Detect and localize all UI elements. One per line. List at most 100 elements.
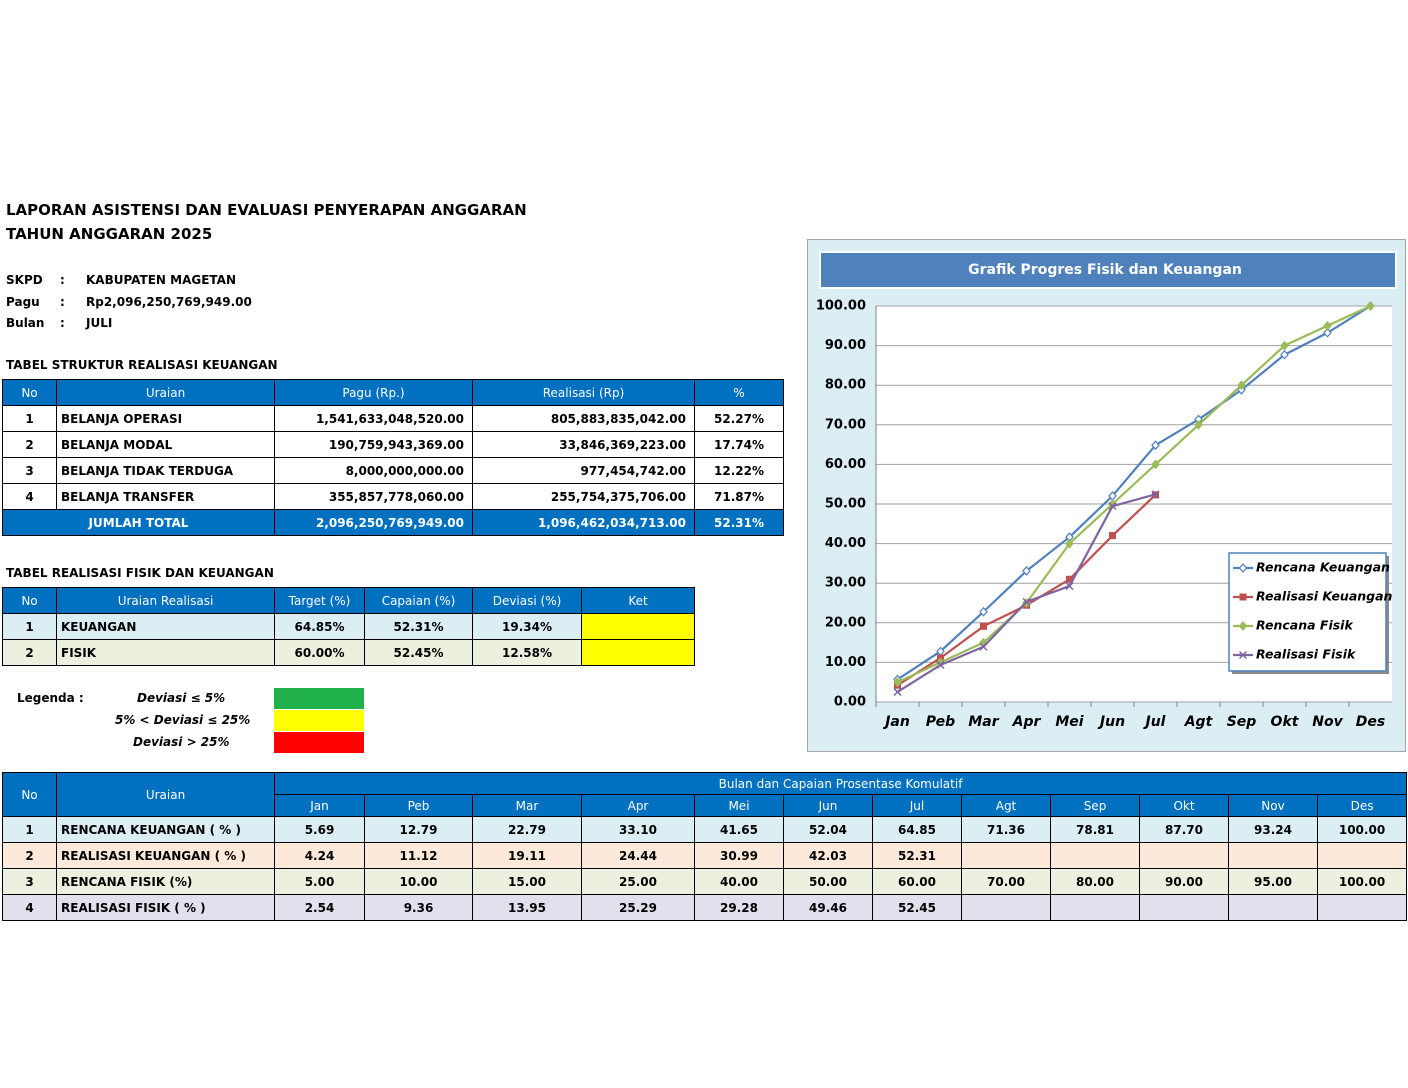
x-tick-label: Apr (1012, 714, 1042, 730)
empty-cell (1228, 842, 1318, 869)
legend-swatch (274, 710, 364, 731)
legend-entry: Rencana Keuangan (1256, 560, 1390, 575)
cell: 2 (2, 639, 57, 666)
cell: 50.00 (783, 868, 873, 895)
legend-entry: Realisasi Keuangan (1256, 589, 1393, 604)
month-row: Jan Peb Mar Apr Mei Jun Jul Agt Sep Okt Nov Des (3, 794, 1408, 817)
legend-label: Legenda : (17, 691, 84, 705)
y-tick-label: 10.00 (825, 655, 866, 670)
legend-swatch (274, 688, 364, 709)
cell: 13.95 (472, 894, 582, 921)
y-tick-label: 100.00 (816, 299, 866, 314)
empty-cell (1139, 842, 1229, 869)
row: 1 RENCANA KEUANGAN ( % ) 5.69 12.79 22.79 33.… (2, 816, 1408, 843)
cell: BELANJA TIDAK TERDUGA (56, 457, 275, 484)
cell: KEUANGAN (56, 613, 275, 640)
group-header: Bulan dan Capaian Prosentase Komulatif (273, 772, 1408, 795)
cell: 4 (2, 894, 57, 921)
month-header: Mar (472, 794, 582, 817)
month-header: Jan (274, 794, 365, 817)
row: 2 FISIK 60.00% 52.45% 12.58% (2, 639, 695, 666)
cell: 1 (2, 816, 57, 843)
info-value: JULI (86, 316, 113, 330)
cell: 1 (2, 613, 57, 640)
header-cell: Uraian (56, 772, 275, 817)
header-cell: Target (%) (274, 587, 365, 614)
info-label: SKPD (6, 273, 43, 287)
x-tick-label: Jan (882, 714, 910, 730)
cell: 4.24 (274, 842, 365, 869)
cell: 15.00 (472, 868, 582, 895)
cell: 70.00 (961, 868, 1051, 895)
cell: 11.12 (364, 842, 473, 869)
header-row: No Uraian Realisasi Target (%) Capaian (%) D… (2, 587, 695, 614)
table-caption: TABEL REALISASI FISIK DAN KEUANGAN (6, 566, 274, 580)
header-cell: No (2, 587, 57, 614)
cell: 1,541,633,048,520.00 (274, 405, 473, 432)
header-cell: Uraian Realisasi (56, 587, 275, 614)
x-tick-label: Okt (1271, 714, 1300, 730)
cell: 19.11 (472, 842, 582, 869)
y-tick-label: 70.00 (825, 417, 866, 432)
cell: 90.00 (1139, 868, 1229, 895)
cell: 71.36 (961, 816, 1051, 843)
cell: 52.31% (364, 613, 473, 640)
x-tick-label: Sep (1227, 714, 1257, 730)
ket-cell (581, 613, 695, 640)
x-tick-label: Nov (1312, 714, 1343, 730)
cell: 78.81 (1050, 816, 1140, 843)
realization-table: No Uraian Realisasi Target (%) Capaian (%) D… (2, 587, 695, 666)
data-point (979, 606, 988, 617)
data-point (1151, 459, 1160, 470)
legend-marker (1239, 593, 1247, 601)
legend-text: 5% < Deviasi ≤ 25% (115, 713, 251, 727)
empty-cell (961, 894, 1051, 921)
cell: 5.00 (274, 868, 365, 895)
data-point (979, 642, 988, 651)
data-point (980, 622, 987, 630)
header-cell: No (2, 379, 57, 406)
total-cell: 52.31% (694, 509, 784, 536)
cell: RENCANA FISIK (%) (56, 868, 275, 895)
cell: 80.00 (1050, 868, 1140, 895)
x-tick-label: Jul (1143, 714, 1166, 730)
cell: 33.10 (581, 816, 695, 843)
cell: 64.85% (274, 613, 365, 640)
header-cell: Deviasi (%) (472, 587, 582, 614)
month-header: Nov (1228, 794, 1318, 817)
empty-cell (1316, 894, 1408, 921)
month-header: Agt (961, 794, 1051, 817)
chart-title: Grafik Progres Fisik dan Keuangan (968, 262, 1242, 278)
row: 3 BELANJA TIDAK TERDUGA 8,000,000,000.00 97… (2, 457, 784, 484)
report-title: LAPORAN ASISTENSI DAN EVALUASI PENYERAPA… (6, 201, 527, 219)
cell: 25.29 (581, 894, 695, 921)
x-tick-label: Mar (968, 714, 999, 730)
legend-marker (1238, 621, 1248, 631)
cell: REALISASI FISIK ( % ) (56, 894, 275, 921)
cell: RENCANA KEUANGAN ( % ) (56, 816, 275, 843)
header-row: No Uraian Bulan dan Capaian Prosentase Kom… (2, 772, 1408, 817)
month-header: Jun (783, 794, 873, 817)
cell: 42.03 (783, 842, 873, 869)
cell: 71.87% (694, 483, 784, 510)
data-point (1066, 575, 1073, 583)
header-cell: Capaian (%) (364, 587, 473, 614)
cell: 33,846,369,223.00 (472, 431, 695, 458)
cell: 60.00 (872, 868, 962, 895)
data-point (1151, 490, 1160, 499)
cell: 100.00 (1316, 816, 1408, 843)
cell: 52.04 (783, 816, 873, 843)
data-point (1151, 440, 1160, 451)
cell: 52.31 (872, 842, 962, 869)
total-cell: 2,096,250,769,949.00 (274, 509, 473, 536)
empty-cell (1050, 842, 1140, 869)
cell: 3 (2, 457, 57, 484)
cell: 977,454,742.00 (472, 457, 695, 484)
x-tick-label: Peb (926, 714, 955, 730)
total-cell: JUMLAH TOTAL (2, 509, 275, 536)
legend-box (1228, 552, 1387, 672)
x-tick-label: Jun (1097, 714, 1125, 730)
info-label: Bulan (6, 316, 45, 330)
cell: 87.70 (1139, 816, 1229, 843)
row: 1 BELANJA OPERASI 1,541,633,048,520.00 805,… (2, 405, 784, 432)
